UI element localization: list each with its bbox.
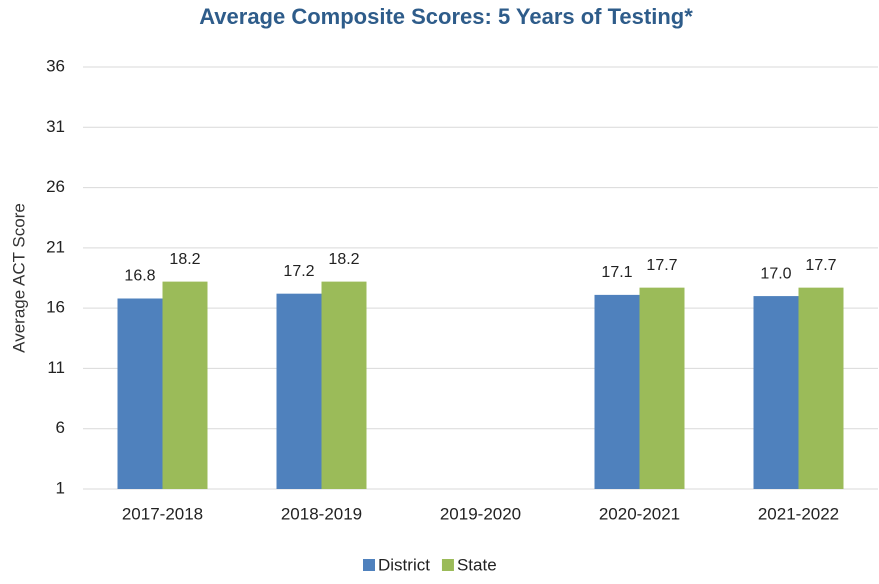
y-tick-label: 21 [46,237,65,256]
y-axis-label: Average ACT Score [9,203,28,353]
y-tick-label: 6 [56,418,65,437]
y-tick-label: 16 [46,298,65,317]
value-label: 18.2 [169,251,200,268]
legend-swatch [441,559,454,571]
bar [162,281,208,489]
bar [117,298,163,489]
bar [753,296,799,489]
x-tick-label: 2018-2019 [281,504,362,523]
bar [276,293,322,489]
value-label: 17.7 [646,257,677,274]
bar [798,287,844,489]
y-tick-label: 11 [47,358,65,377]
value-label: 17.2 [283,263,314,280]
bar [594,294,640,489]
x-tick-label: 2021-2022 [758,504,839,523]
legend-swatch [363,559,375,571]
x-tick-label: 2019-2020 [440,504,521,523]
bar [321,281,367,489]
value-label: 17.7 [805,257,836,274]
x-tick-label: 2017-2018 [122,504,203,523]
value-label: 17.0 [760,265,791,282]
y-tick-label: 31 [46,117,65,136]
legend-label: District [378,555,430,574]
bar [639,287,685,489]
value-label: 17.1 [601,264,632,281]
chart-title: Average Composite Scores: 5 Years of Tes… [199,4,693,29]
y-tick-label: 1 [56,478,65,497]
legend-label: State [457,555,497,574]
x-tick-label: 2020-2021 [599,504,680,523]
value-label: 16.8 [124,268,155,285]
y-tick-label: 26 [46,177,65,196]
value-label: 18.2 [328,251,359,268]
y-tick-label: 36 [46,56,65,75]
